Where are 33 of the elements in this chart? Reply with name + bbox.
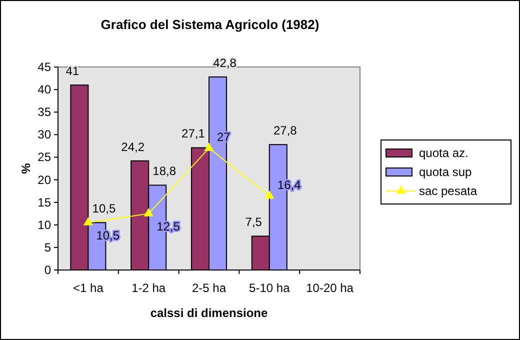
data-label: 7,5 (245, 215, 262, 230)
y-tick-label: 10 (38, 218, 52, 232)
y-tick-label: 35 (38, 105, 52, 120)
data-label: 41 (66, 64, 80, 78)
data-label: 27,8 (273, 124, 298, 138)
x-tick-label: 5-10 ha (249, 281, 290, 295)
y-tick-label: 15 (38, 195, 52, 210)
y-tick-label: 5 (44, 240, 52, 254)
y-tick-label: 25 (38, 150, 52, 164)
legend-label: quota sup (419, 165, 472, 179)
data-label: 10,5 (92, 202, 116, 216)
legend-label: quota az. (419, 146, 468, 160)
x-axis-title: calssi di dimensione (150, 306, 268, 320)
data-label: 24,2 (121, 140, 145, 154)
data-label: 27,1 (182, 126, 206, 141)
data-label: 18,8 (152, 164, 176, 178)
y-axis-title: % (19, 162, 33, 174)
legend-label: sac pesata (419, 184, 478, 198)
x-tick-label: 10-20 ha (306, 281, 354, 295)
chart-title: Grafico del Sistema Agricolo (1982) (100, 17, 320, 32)
x-tick-label: <1 ha (73, 281, 104, 295)
point (83, 217, 94, 226)
y-tick-label: 0 (44, 263, 52, 277)
y-tick-label: 20 (38, 172, 52, 187)
point (264, 190, 274, 199)
y-tick-label: 30 (38, 128, 52, 142)
x-tick-label: 1-2 ha (132, 281, 166, 295)
data-label: 42,8 (213, 56, 237, 70)
point (204, 142, 214, 151)
point (144, 208, 154, 216)
y-tick-label: 40 (38, 82, 52, 97)
y-tick-label: 45 (38, 60, 52, 74)
x-tick-label: 2-5 ha (192, 281, 226, 295)
